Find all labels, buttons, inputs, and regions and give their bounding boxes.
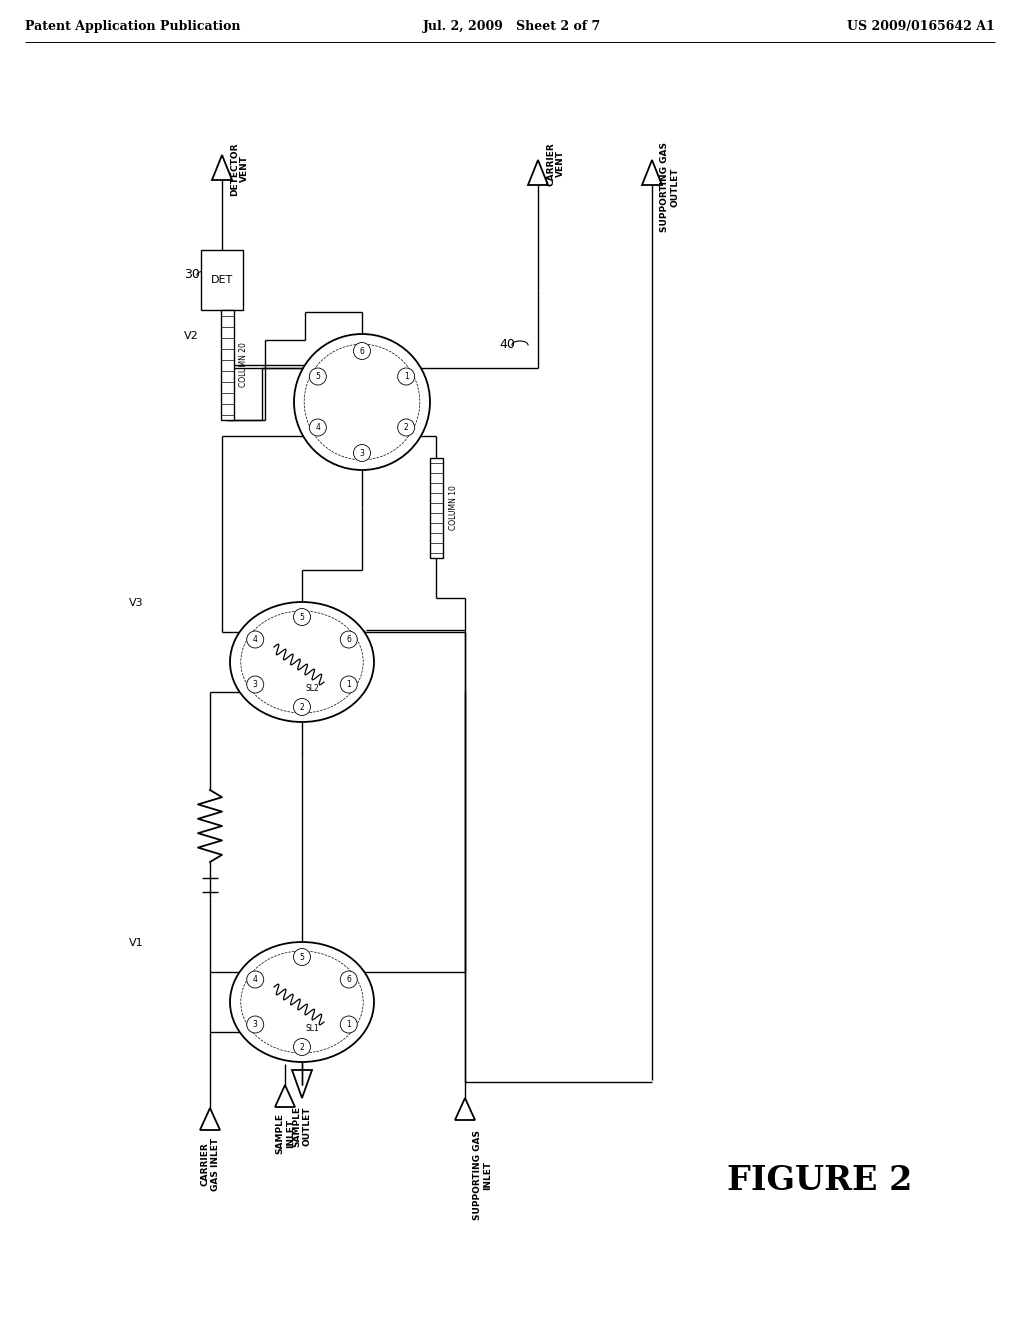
Text: 5: 5 xyxy=(300,612,304,622)
Text: 6: 6 xyxy=(346,635,351,644)
Circle shape xyxy=(294,1039,310,1056)
Circle shape xyxy=(397,368,415,385)
Bar xyxy=(201,249,243,310)
Text: Jul. 2, 2009   Sheet 2 of 7: Jul. 2, 2009 Sheet 2 of 7 xyxy=(423,20,601,33)
Text: US 2009/0165642 A1: US 2009/0165642 A1 xyxy=(847,20,995,33)
Text: 3: 3 xyxy=(253,680,258,689)
Text: SUPPORTING GAS
INLET: SUPPORTING GAS INLET xyxy=(473,1130,493,1220)
Text: V3: V3 xyxy=(129,598,143,609)
Circle shape xyxy=(247,972,264,987)
Text: Patent Application Publication: Patent Application Publication xyxy=(25,20,241,33)
Ellipse shape xyxy=(230,602,374,722)
Ellipse shape xyxy=(230,942,374,1063)
Text: 5: 5 xyxy=(315,372,321,381)
Ellipse shape xyxy=(294,334,430,470)
Text: SUPPORTING GAS
OUTLET: SUPPORTING GAS OUTLET xyxy=(660,143,679,232)
Text: DET: DET xyxy=(211,275,233,285)
Text: CARRIER
VENT: CARRIER VENT xyxy=(546,143,565,186)
Text: 6: 6 xyxy=(346,975,351,983)
Bar xyxy=(220,310,233,420)
Bar xyxy=(429,458,442,558)
Text: 2: 2 xyxy=(300,702,304,711)
Circle shape xyxy=(294,698,310,715)
Text: DETECTOR
VENT: DETECTOR VENT xyxy=(230,143,250,195)
Text: COLUMN 20: COLUMN 20 xyxy=(240,343,249,388)
Circle shape xyxy=(247,676,264,693)
Text: 40: 40 xyxy=(499,338,515,351)
Text: V2: V2 xyxy=(184,331,199,341)
Circle shape xyxy=(294,609,310,626)
Circle shape xyxy=(340,676,357,693)
Text: 4: 4 xyxy=(253,975,258,983)
Circle shape xyxy=(247,631,264,648)
Text: SL2: SL2 xyxy=(305,684,318,693)
Text: 4: 4 xyxy=(253,635,258,644)
Text: 2: 2 xyxy=(300,1043,304,1052)
Text: 1: 1 xyxy=(346,1020,351,1030)
Circle shape xyxy=(353,342,371,359)
Text: CARRIER
GAS INLET: CARRIER GAS INLET xyxy=(201,1138,220,1191)
Text: 2: 2 xyxy=(403,422,409,432)
Circle shape xyxy=(247,1016,264,1034)
Text: 3: 3 xyxy=(359,449,365,458)
Text: 1: 1 xyxy=(403,372,409,381)
Circle shape xyxy=(309,368,327,385)
Text: 4: 4 xyxy=(315,422,321,432)
Text: SL1: SL1 xyxy=(305,1024,318,1034)
Text: 5: 5 xyxy=(300,953,304,961)
Text: SAMPLE
INLET: SAMPLE INLET xyxy=(275,1113,295,1154)
Circle shape xyxy=(309,418,327,436)
Text: SAMPLE
OUTLET: SAMPLE OUTLET xyxy=(292,1106,311,1147)
Text: COLUMN 10: COLUMN 10 xyxy=(449,486,458,531)
Text: 6: 6 xyxy=(359,346,365,355)
Circle shape xyxy=(340,1016,357,1034)
Circle shape xyxy=(353,445,371,462)
Circle shape xyxy=(340,631,357,648)
Text: 1: 1 xyxy=(346,680,351,689)
Text: 3: 3 xyxy=(253,1020,258,1030)
Circle shape xyxy=(340,972,357,987)
Circle shape xyxy=(294,949,310,965)
Text: 30: 30 xyxy=(184,268,200,281)
Text: V1: V1 xyxy=(129,939,143,948)
Text: FIGURE 2: FIGURE 2 xyxy=(727,1163,912,1196)
Circle shape xyxy=(397,418,415,436)
